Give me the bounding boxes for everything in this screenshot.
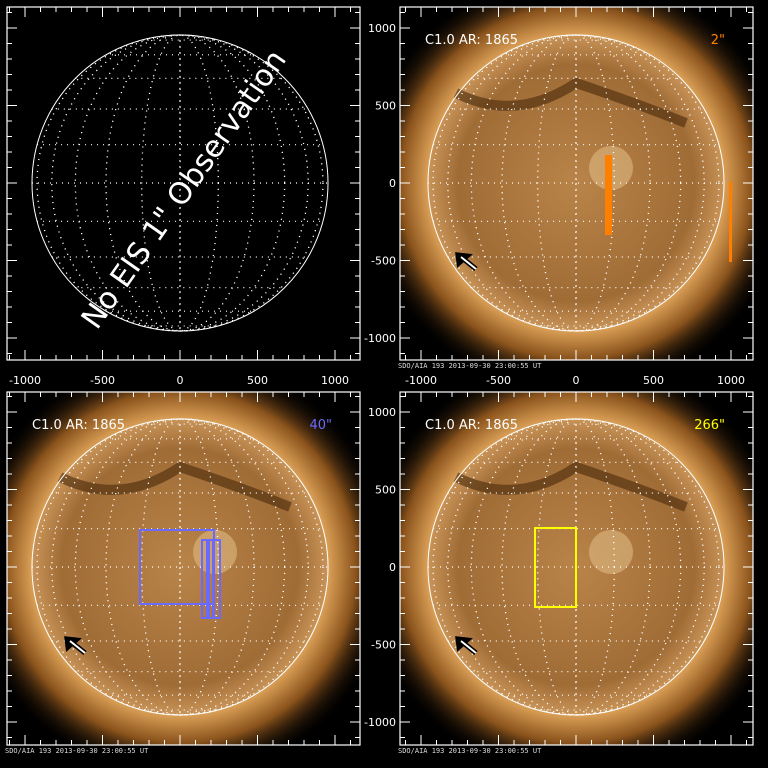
y-tick-label: 0	[389, 177, 396, 190]
eis-slot-box	[212, 539, 221, 619]
panel-title: C1.0 AR: 1865	[32, 418, 125, 433]
y-tick-label: -1000	[364, 716, 396, 729]
arrow-icon	[460, 640, 477, 654]
image-area	[31, 34, 329, 332]
eis-slot-box	[201, 539, 210, 619]
y-tick-label: 0	[389, 561, 396, 574]
arrow-icon	[69, 640, 86, 654]
panel-bl: C1.0 AR: 1865 40" SDO/AIA 193 2013-09-30 2…	[5, 391, 361, 755]
y-tick-label: -500	[371, 639, 396, 652]
image-area	[7, 392, 360, 745]
x-tick-label: 0	[177, 374, 184, 387]
image-area	[400, 7, 753, 360]
x-tick-label: 500	[643, 374, 664, 387]
y-tick-label: 1000	[368, 406, 396, 419]
caption: SDO/AIA 193 2013-09-30 23:00:55 UT	[398, 362, 542, 370]
x-tick-label: -500	[90, 374, 115, 387]
active-region	[589, 530, 633, 574]
panel-title: C1.0 AR: 1865	[425, 33, 518, 48]
x-tick-label: -500	[486, 374, 511, 387]
no-observation-note: No EIS 1" Observation	[75, 44, 294, 336]
eis-slit-2arcsec	[605, 155, 612, 235]
y-tick-label: 500	[375, 484, 396, 497]
y-tick-label: 500	[375, 100, 396, 113]
heliographic-grid	[32, 418, 328, 716]
y-tick-label: 1000	[368, 22, 396, 35]
limb	[427, 34, 725, 332]
eis-wide-slot-box	[534, 527, 577, 608]
x-tick-label: 0	[573, 374, 580, 387]
y-tick-label: -500	[371, 255, 396, 268]
limb	[31, 418, 329, 716]
scale-label: 40"	[309, 418, 332, 433]
arrow-icon	[460, 256, 477, 270]
caption: SDO/AIA 193 2013-09-30 23:00:55 UT	[398, 747, 542, 755]
scale-label: 2"	[711, 33, 725, 48]
eis-slit-offlimb	[729, 182, 732, 262]
scale-label: 266"	[694, 418, 725, 433]
panel-tl: -1000 -500 0 500 1000 No EIS 1" Observation	[6, 6, 361, 387]
limb	[427, 418, 725, 716]
panel-title: C1.0 AR: 1865	[425, 418, 518, 433]
panel-br: 1000 500 0 -500 -1000 C1.0 AR: 1865 266" SDO/AI…	[364, 391, 754, 755]
limb	[31, 34, 329, 332]
caption: SDO/AIA 193 2013-09-30 23:00:55 UT	[5, 747, 149, 755]
x-tick-label: -1000	[405, 374, 437, 387]
x-tick-label: 1000	[717, 374, 745, 387]
x-tick-label: 1000	[321, 374, 349, 387]
x-tick-label: 500	[247, 374, 268, 387]
y-tick-label: -1000	[364, 332, 396, 345]
image-area	[400, 392, 753, 745]
axes-frame	[6, 391, 361, 746]
panel-tr: -1000 -500 0 500 1000 1000 500 0 -500 -1000 C1.0 A…	[364, 6, 754, 387]
x-tick-label: -1000	[9, 374, 41, 387]
